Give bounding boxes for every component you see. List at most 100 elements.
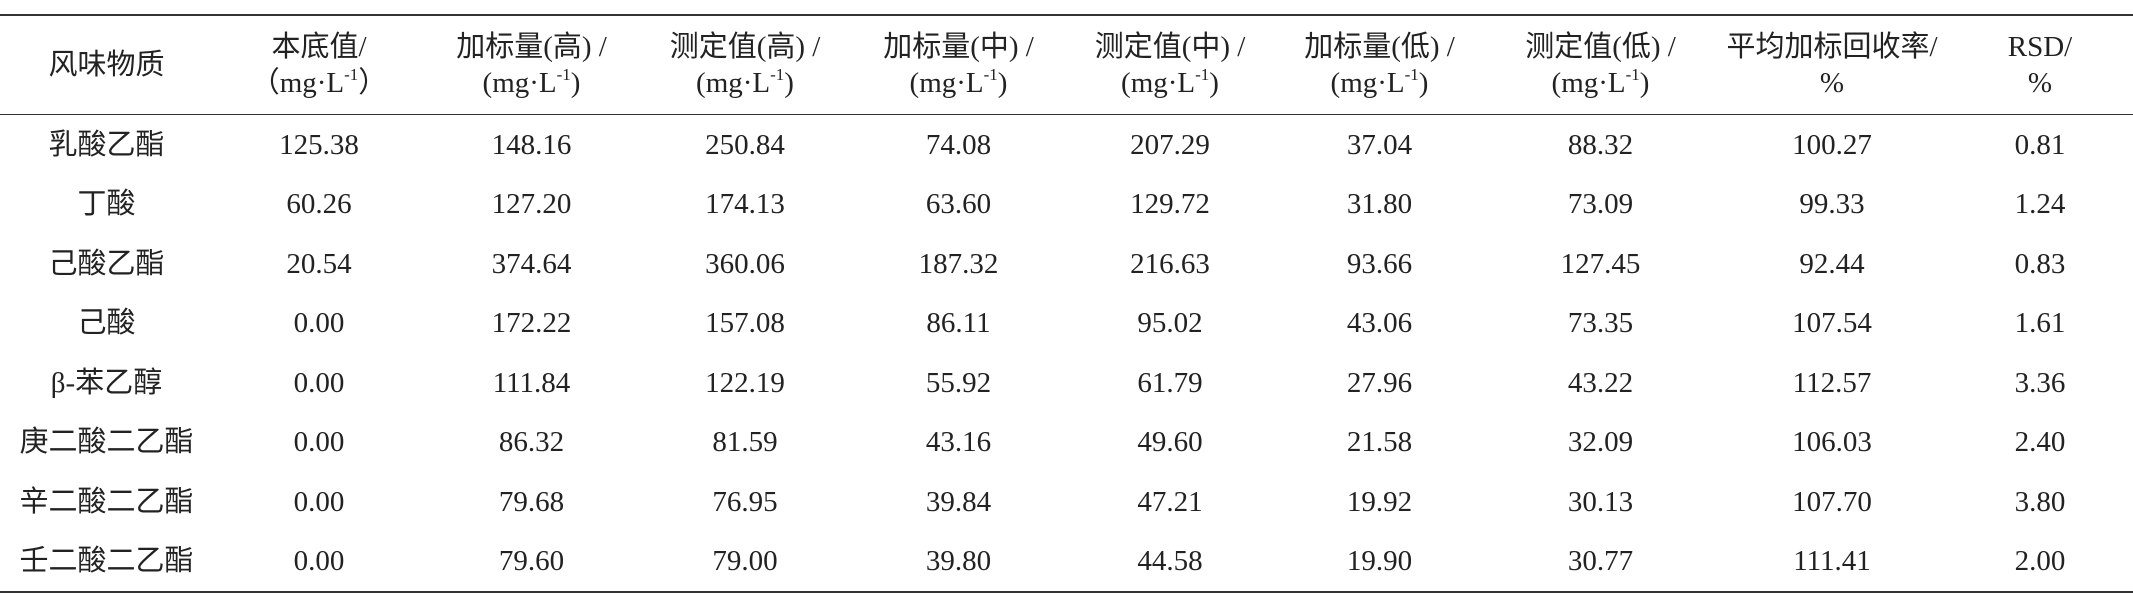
value-cell: 73.35 [1567, 307, 1634, 340]
table-row: β-苯乙醇 0.00 111.84 122.19 55.92 61.79 27.96 43.2… [0, 353, 2133, 413]
value-cell: 43.16 [925, 426, 992, 459]
value-cell: 43.06 [1346, 307, 1413, 340]
table-row: 壬二酸二乙酯 0.00 79.60 79.00 39.80 44.58 19.90 30.77… [0, 532, 2133, 592]
unit-text: （mg·L [250, 67, 345, 99]
unit-exponent: -1 [770, 65, 785, 84]
unit-exponent: -1 [344, 65, 359, 84]
value-cell: 19.90 [1346, 545, 1413, 578]
value-cell: 86.11 [926, 307, 991, 340]
header-cell: 平均加标回收率/% [1717, 29, 1947, 101]
value-cell: 106.03 [1792, 426, 1872, 459]
header-cell: 风味物质 [0, 47, 213, 83]
unit-exponent: -1 [1404, 65, 1419, 84]
value-cell: 61.79 [1137, 366, 1203, 399]
value-cell: 30.77 [1567, 545, 1634, 578]
header-unit: (mg·L-1) [1065, 65, 1275, 101]
value-cell: 79.68 [498, 485, 565, 518]
value-cell: 37.04 [1346, 128, 1413, 161]
unit-text: ) [1418, 67, 1429, 99]
value-cell: 49.60 [1137, 426, 1203, 459]
value-cell: 2.40 [2014, 426, 2066, 459]
value-cell: 76.95 [712, 485, 778, 518]
header-line: % [1819, 67, 1845, 99]
value-cell: 79.60 [498, 545, 565, 578]
value-cell: 172.22 [491, 307, 572, 340]
compound-name: 辛二酸二乙酯 [19, 485, 194, 518]
compound-name: 庚二酸二乙酯 [19, 426, 194, 459]
value-cell: 111.84 [492, 366, 571, 399]
value-cell: 81.59 [712, 426, 778, 459]
header-line: 测定值(中) / [1094, 31, 1246, 63]
header-unit: （mg·L-1） [213, 65, 425, 101]
value-cell: 43.22 [1567, 366, 1634, 399]
header-line: 本底值/ [271, 31, 367, 63]
value-cell: 127.45 [1560, 247, 1641, 280]
compound-name: 己酸乙酯 [48, 247, 165, 280]
value-cell: 107.70 [1792, 485, 1872, 518]
value-cell: 47.21 [1137, 485, 1203, 518]
value-cell: 360.06 [705, 247, 785, 280]
value-cell: 3.36 [2014, 366, 2066, 399]
value-cell: 19.92 [1346, 485, 1413, 518]
header-cell: 测定值(中) / (mg·L-1) [1065, 29, 1275, 101]
header-line: 测定值(高) / [669, 31, 821, 63]
value-cell: 93.66 [1346, 247, 1413, 280]
value-cell: 148.16 [491, 128, 572, 161]
value-cell: 74.08 [925, 128, 992, 161]
value-cell: 125.38 [279, 128, 359, 161]
table-row: 乳酸乙酯 125.38 148.16 250.84 74.08 207.29 37.04 88… [0, 115, 2133, 175]
value-cell: 30.13 [1567, 485, 1634, 518]
header-cell: 加标量(低) / (mg·L-1) [1275, 29, 1484, 101]
unit-text: ) [1639, 67, 1650, 99]
table-row: 丁酸 60.26 127.20 174.13 63.60 129.72 31.80 73.09… [0, 175, 2133, 235]
table-row: 己酸乙酯 20.54 374.64 360.06 187.32 216.63 93.66 12… [0, 234, 2133, 294]
value-cell: 92.44 [1799, 247, 1865, 280]
unit-text: ) [997, 67, 1008, 99]
unit-exponent: -1 [983, 65, 998, 84]
value-cell: 21.58 [1346, 426, 1413, 459]
value-cell: 0.00 [293, 485, 345, 518]
value-cell: 99.33 [1799, 188, 1865, 221]
value-cell: 0.00 [293, 545, 345, 578]
compound-name: 丁酸 [77, 188, 136, 221]
value-cell: 79.00 [712, 545, 778, 578]
value-cell: 1.24 [2014, 188, 2066, 221]
value-cell: 44.58 [1137, 545, 1203, 578]
value-cell: 88.32 [1567, 128, 1634, 161]
header-line: 测定值(低) / [1525, 31, 1676, 63]
table-row: 己酸 0.00 172.22 157.08 86.11 95.02 43.06 73.35 10… [0, 294, 2133, 354]
header-unit: (mg·L-1) [638, 65, 852, 101]
value-cell: 95.02 [1137, 307, 1203, 340]
value-cell: 0.81 [2014, 128, 2066, 161]
value-cell: 100.27 [1792, 128, 1872, 161]
header-line: 加标量(中) / [883, 31, 1034, 63]
value-cell: 3.80 [2014, 485, 2066, 518]
header-line: % [2027, 67, 2053, 99]
value-cell: 55.92 [925, 366, 992, 399]
value-cell: 0.83 [2014, 247, 2066, 280]
header-cell: 加标量(中) / (mg·L-1) [852, 29, 1065, 101]
value-cell: 107.54 [1792, 307, 1872, 340]
unit-exponent: -1 [556, 65, 571, 84]
compound-name: 壬二酸二乙酯 [19, 545, 194, 578]
header-line: 风味物质 [48, 49, 165, 81]
header-line: RSD/ [2007, 31, 2073, 63]
header-unit: (mg·L-1) [852, 65, 1065, 101]
value-cell: 20.54 [286, 247, 352, 280]
value-cell: 2.00 [2014, 545, 2066, 578]
value-cell: 374.64 [491, 247, 572, 280]
value-cell: 129.72 [1130, 188, 1210, 221]
value-cell: 86.32 [498, 426, 565, 459]
value-cell: 73.09 [1567, 188, 1634, 221]
header-line: 加标量(低) / [1304, 31, 1455, 63]
table: 风味物质 本底值/（mg·L-1） 加标量(高) / (mg·L-1) 测定值(高) /… [0, 14, 2133, 593]
value-cell: 0.00 [293, 307, 345, 340]
unit-text: (mg·L [909, 67, 984, 99]
value-cell: 216.63 [1130, 247, 1210, 280]
value-cell: 60.26 [286, 188, 352, 221]
value-cell: 1.61 [2014, 307, 2066, 340]
header-cell: RSD/% [1947, 29, 2133, 101]
compound-name: 己酸 [77, 307, 136, 340]
compound-name: 乳酸乙酯 [48, 128, 165, 161]
